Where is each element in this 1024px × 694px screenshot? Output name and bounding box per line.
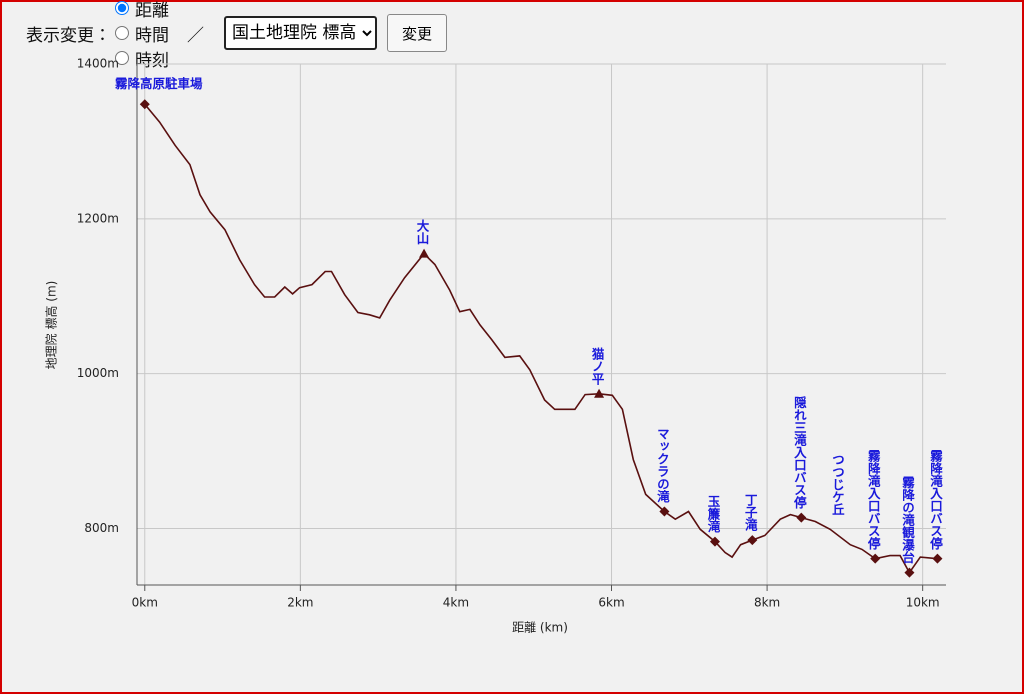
waypoint-label: 霧降滝入口バス停 xyxy=(928,450,943,551)
waypoint-label: 猫ノ平 xyxy=(590,346,605,385)
x-tick-label: 10km xyxy=(906,596,940,610)
y-tick-label: 1000m xyxy=(77,366,119,380)
waypoint-label: つつじケ丘 xyxy=(830,453,845,516)
controls: 表示変更： 距離時間時刻 ／ 国土地理院 標高 変更 xyxy=(26,1,448,71)
controls-label: 表示変更： xyxy=(26,25,111,46)
radio-option[interactable]: 距離 xyxy=(115,0,169,21)
waypoint-marker xyxy=(870,553,881,564)
waypoint-label: マックラの滝 xyxy=(655,427,670,503)
waypoint-marker xyxy=(932,553,943,564)
waypoint-marker xyxy=(419,248,430,258)
radio-button[interactable] xyxy=(115,26,129,40)
waypoint-marker xyxy=(709,536,720,547)
radio-label: 時間 xyxy=(135,25,169,46)
y-tick-label: 1200m xyxy=(77,211,119,225)
radio-button[interactable] xyxy=(115,1,129,15)
waypoint-marker xyxy=(594,388,605,398)
waypoint-label: 霧降高原駐車場 xyxy=(115,76,203,91)
x-tick-label: 4km xyxy=(443,596,469,610)
x-axis-title: 距離 (km) xyxy=(512,621,568,635)
x-tick-label: 6km xyxy=(598,596,624,610)
y-tick-label: 1400m xyxy=(77,57,119,71)
waypoint-label: 隠れ三滝入口バス停 xyxy=(792,395,807,509)
x-tick-label: 8km xyxy=(754,596,780,610)
waypoint-marker xyxy=(659,506,670,517)
waypoint-marker xyxy=(747,535,758,546)
separator: ／ xyxy=(187,25,204,46)
y-axis-title: 地理院 標高 (m) xyxy=(45,281,59,370)
radio-option[interactable]: 時間 xyxy=(115,21,169,46)
waypoint-marker xyxy=(139,99,150,110)
radio-button[interactable] xyxy=(115,51,129,65)
source-select[interactable]: 国土地理院 標高 xyxy=(224,16,377,50)
y-tick-label: 800m xyxy=(84,521,119,535)
waypoint-label: 玉簾滝 xyxy=(705,495,720,533)
waypoint-label: 丁子滝 xyxy=(743,494,758,532)
waypoint-label: 大山 xyxy=(415,219,430,246)
radio-label: 距離 xyxy=(135,0,169,21)
waypoint-marker xyxy=(904,567,915,578)
change-button[interactable]: 変更 xyxy=(387,14,448,52)
radio-label: 時刻 xyxy=(135,50,169,71)
x-tick-label: 0km xyxy=(132,596,158,610)
x-tick-label: 2km xyxy=(287,596,313,610)
radio-option[interactable]: 時刻 xyxy=(115,46,169,71)
elevation-line xyxy=(144,103,938,575)
waypoint-label: 霧降の滝観瀑台 xyxy=(900,476,915,564)
waypoint-label: 霧降滝入口バス停 xyxy=(866,450,881,551)
radio-group: 距離 時間 時刻 xyxy=(115,0,179,71)
waypoint-marker xyxy=(796,512,807,523)
